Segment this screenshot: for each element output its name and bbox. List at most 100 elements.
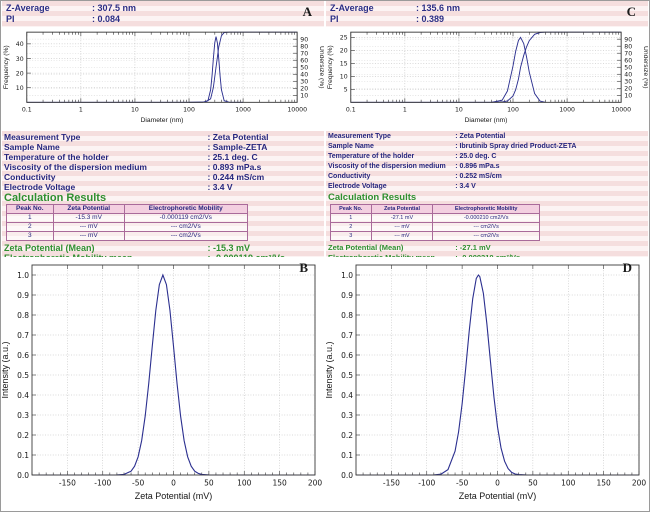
svg-text:Diameter (nm): Diameter (nm): [465, 117, 508, 124]
svg-text:0.9: 0.9: [17, 291, 29, 300]
svg-text:150: 150: [272, 479, 287, 488]
svg-text:Undersize (%): Undersize (%): [642, 46, 648, 88]
svg-text:10000: 10000: [611, 107, 631, 114]
svg-text:100: 100: [561, 479, 576, 488]
svg-text:40: 40: [624, 72, 632, 79]
pi-label: PI: [6, 14, 15, 24]
table-cell: -27.1 mV: [370, 213, 434, 223]
zeta-potential-svg-d: -150 -100 -50 0 50 100 150 200 0.0 0.1 0.2 0.3 0.4 0.…: [326, 264, 646, 501]
svg-text:Intensity (a.u.): Intensity (a.u.): [326, 341, 334, 398]
zeta-mean-value: : -27.1 mV: [455, 243, 491, 252]
measurement-label: Measurement Type: [328, 133, 391, 140]
table-row: 3 --- mV --- cm2/Vs: [6, 231, 248, 241]
svg-text:90: 90: [624, 37, 632, 44]
table-header-cell: Electrophoretic Mobility: [432, 204, 540, 214]
measurement-row: Electrode Voltage : 3.4 V: [4, 182, 322, 192]
measurement-label: Temperature of the holder: [328, 153, 415, 160]
mobility-mean-row: Electrophoretic Mobility mean : -0.00011…: [4, 253, 322, 257]
svg-text:20: 20: [624, 86, 632, 93]
table-cell: --- cm2/Vs: [432, 231, 540, 241]
svg-text:30: 30: [624, 79, 632, 86]
svg-text:Frequency (%): Frequency (%): [327, 45, 334, 89]
measurement-label: Sample Name: [4, 142, 60, 152]
table-cell: 3: [6, 231, 54, 241]
svg-text:0.1: 0.1: [346, 107, 356, 114]
svg-text:-100: -100: [94, 479, 111, 488]
size-distribution-chart-c: 0.1 1 10 100 1000 10000 5 10 15 20 25 10 20 30 40 50 60 7…: [326, 27, 648, 131]
table-header-cell: Peak No.: [330, 204, 372, 214]
svg-text:-50: -50: [132, 479, 144, 488]
svg-text:0.8: 0.8: [17, 311, 29, 320]
svg-text:150: 150: [596, 479, 611, 488]
measurement-label: Conductivity: [4, 172, 56, 182]
table-cell: -15.3 mV: [52, 213, 125, 223]
table-cell: --- mV: [52, 231, 125, 241]
svg-text:60: 60: [300, 58, 308, 65]
z-average-value: : 307.5 nm: [92, 3, 137, 13]
svg-text:10: 10: [624, 93, 632, 100]
table-header-cell: Peak No.: [6, 204, 54, 214]
svg-text:1: 1: [79, 107, 83, 114]
svg-text:1.0: 1.0: [341, 271, 353, 280]
measurement-row: Sample Name : Sample-ZETA: [4, 142, 322, 152]
zeta-mean-row: Zeta Potential (Mean) : -27.1 mV: [328, 243, 646, 253]
zeta-potential-chart-b: B -150 -100 -50 0 50 100 150 200 0.0 0.1 0.2 0.3 0.4…: [2, 257, 324, 511]
svg-text:Frequency (%): Frequency (%): [3, 45, 10, 89]
calculation-results-table: Peak No. Zeta Potential Electrophoretic …: [6, 204, 248, 241]
svg-text:90: 90: [300, 37, 308, 44]
table-row: 1 -27.1 mV -0.000210 cm2/Vs: [330, 213, 540, 223]
zeta-potential-svg-b: -150 -100 -50 0 50 100 150 200 0.0 0.1 0.2 0.3 0.4 0.…: [2, 264, 323, 501]
result-header-left: Z-Average : 307.5 nm PI : 0.084 A: [2, 1, 324, 27]
svg-text:-150: -150: [383, 479, 400, 488]
calculation-results-title: Calculation Results: [328, 192, 417, 203]
mobility-mean-value: : -0.000119 cm²/Vs: [208, 253, 286, 257]
measurement-info-left: Measurement Type : Zeta Potential Sample…: [2, 131, 324, 257]
table-cell: --- mV: [370, 231, 434, 241]
table-cell: 3: [330, 231, 372, 241]
svg-text:0.8: 0.8: [341, 311, 353, 320]
svg-text:10: 10: [131, 107, 139, 114]
svg-text:0.4: 0.4: [17, 391, 29, 400]
svg-text:0.4: 0.4: [341, 391, 353, 400]
panel-letter-b: B: [299, 260, 308, 275]
series-line-frequency: [189, 36, 244, 103]
pi-row: PI : 0.084: [6, 14, 320, 25]
svg-text:200: 200: [308, 479, 323, 488]
svg-text:0.1: 0.1: [22, 107, 32, 114]
measurement-value: : 25.1 deg. C: [207, 152, 258, 162]
measurement-row: Temperature of the holder : 25.1 deg. C: [4, 152, 322, 162]
svg-text:40: 40: [300, 72, 308, 79]
svg-text:Undersize (%): Undersize (%): [318, 46, 324, 88]
measurement-row: Sample Name : Ibrutinib Spray dried Prod…: [328, 142, 646, 152]
svg-text:0: 0: [171, 479, 176, 488]
svg-text:25: 25: [340, 35, 348, 42]
svg-text:0.2: 0.2: [341, 431, 353, 440]
table-cell: --- cm2/Vs: [123, 231, 248, 241]
svg-text:Zeta Potential (mV): Zeta Potential (mV): [459, 491, 537, 501]
svg-text:0.3: 0.3: [341, 411, 353, 420]
table-header-cell: Zeta Potential: [52, 204, 125, 214]
svg-text:10000: 10000: [287, 107, 307, 114]
svg-text:0.0: 0.0: [17, 471, 29, 480]
panel-letter-c: C: [626, 4, 636, 19]
svg-text:0.1: 0.1: [17, 451, 29, 460]
svg-text:Zeta Potential (mV): Zeta Potential (mV): [135, 491, 213, 501]
measurement-label: Sample Name: [328, 143, 374, 150]
svg-text:30: 30: [300, 79, 308, 86]
panel-letter-d: D: [622, 260, 632, 275]
svg-text:100: 100: [237, 479, 252, 488]
measurement-label: Viscosity of the dispersion medium: [328, 163, 446, 170]
size-distribution-chart-a: 0.1 1 10 100 1000 10000 10 20 30 40 10 20 30 40 50 60 70…: [2, 27, 324, 131]
svg-text:0.6: 0.6: [341, 351, 353, 360]
svg-text:-100: -100: [418, 479, 435, 488]
svg-text:5: 5: [344, 87, 348, 94]
table-cell: -0.000210 cm2/Vs: [432, 213, 540, 223]
table-row: 2 --- mV --- cm2/Vs: [330, 222, 540, 232]
svg-text:0.5: 0.5: [17, 371, 29, 380]
mobility-mean-value: : -0.000210 cm²/Vs: [455, 253, 520, 257]
svg-text:100: 100: [183, 107, 195, 114]
panel-left: Z-Average : 307.5 nm PI : 0.084 A 0.1 1 10…: [1, 1, 325, 511]
svg-text:80: 80: [624, 44, 632, 51]
svg-text:1.0: 1.0: [17, 271, 29, 280]
